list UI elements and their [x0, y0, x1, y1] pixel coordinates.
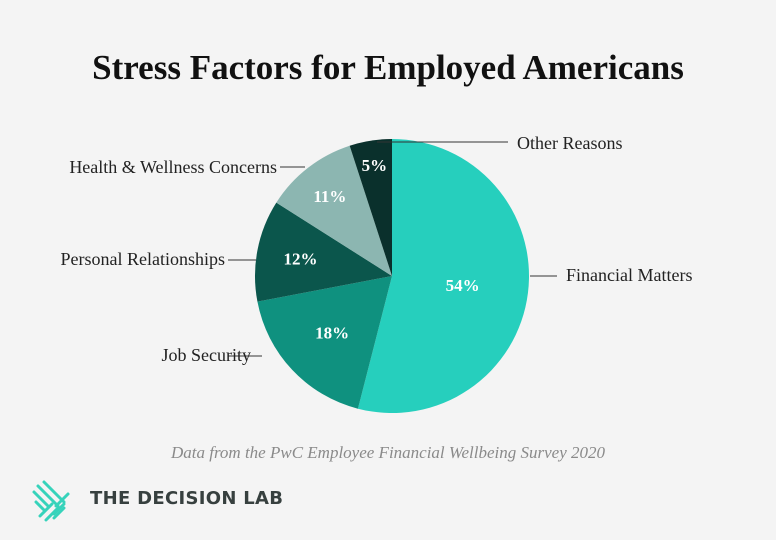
pie-slice-personal-relationships: [255, 202, 392, 302]
logo-stroke: [52, 502, 66, 516]
data-label: 11%: [313, 187, 346, 206]
brand-name: THE DECISION LAB: [90, 488, 284, 509]
label-personal-relationships: Personal Relationships: [60, 249, 226, 269]
data-label: 12%: [283, 250, 317, 269]
data-label: 54%: [446, 276, 480, 295]
logo-stroke: [42, 480, 66, 504]
label-other-reasons: Other Reasons: [517, 133, 623, 153]
decision-lab-logo-icon: [32, 480, 70, 522]
logo-stroke: [36, 484, 60, 508]
pie-slice-job-security: [257, 276, 392, 409]
label-job-security: Job Security: [161, 345, 252, 365]
pie-slice-health-wellness-concerns: [276, 145, 392, 276]
source-note: Data from the PwC Employee Financial Wel…: [170, 443, 606, 462]
label-health-wellness: Health & Wellness Concerns: [69, 157, 277, 177]
label-financial-matters: Financial Matters: [566, 265, 693, 285]
data-label: 5%: [362, 156, 388, 175]
logo-stroke: [38, 502, 54, 518]
pie-slice-other-reasons: [349, 139, 392, 276]
pie-slice-financial-matters: [357, 139, 529, 413]
logo-stroke: [54, 492, 70, 508]
data-label: 18%: [315, 323, 349, 342]
logo-stroke: [52, 506, 66, 520]
logo-stroke: [34, 500, 46, 512]
chart-title: Stress Factors for Employed Americans: [92, 48, 684, 87]
logo-stroke: [32, 490, 50, 508]
